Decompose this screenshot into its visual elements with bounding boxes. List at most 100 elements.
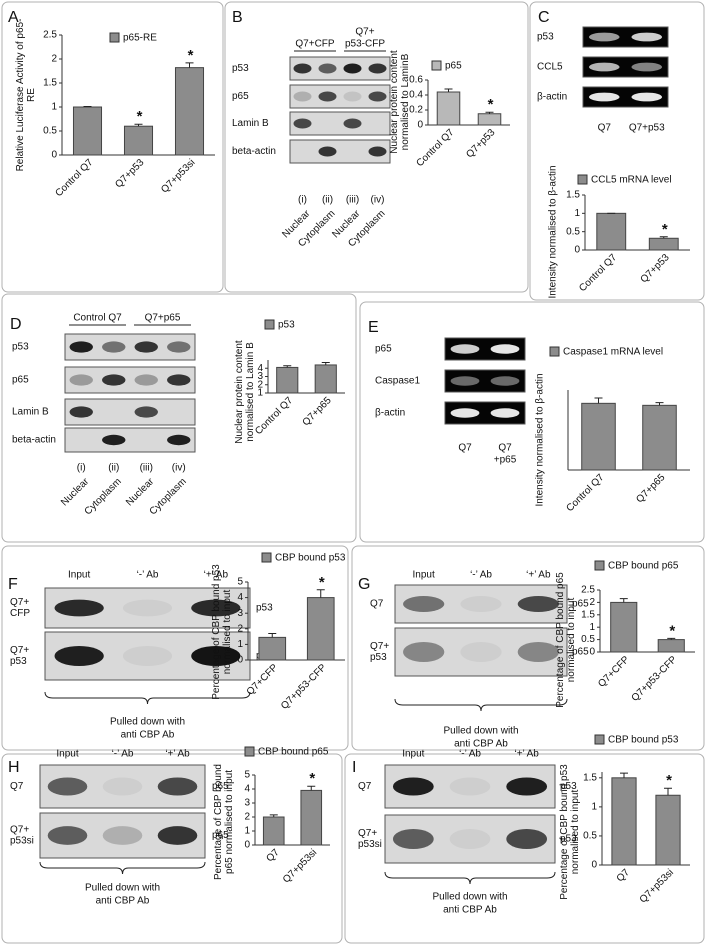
x-tick-label: Q7+CFP [596,654,632,690]
panel-letter: D [10,316,22,333]
panel-frame [224,1,529,293]
y-axis-label: Percentage of CBP bound p65 [555,572,566,708]
column-label: ‘+’ Ab [526,570,551,581]
column-label: Input [68,570,90,581]
row-label: p53 [12,342,29,353]
y-axis-label: Relative Luciferase Activity of p65- [15,19,26,172]
band [54,646,104,666]
band [343,118,362,129]
legend-label: CCL5 mRNA level [591,175,672,186]
band [506,829,548,849]
panel-frame [359,301,705,543]
panel-letter: G [358,576,370,593]
column-label: Input [413,570,435,581]
row-label: beta-actin [12,435,56,446]
panel-letter: B [232,9,243,26]
y-tick-label: 0.5 [43,126,57,137]
column-label: ‘-’ Ab [112,749,134,760]
band [134,374,158,386]
y-tick-label: 0.2 [409,105,423,116]
row-label: Q7+ [10,645,29,656]
y-tick-label: 2 [237,623,243,634]
brace [384,871,556,885]
y-tick-label: 2 [244,812,250,823]
band [450,344,480,354]
error-bar [185,62,194,68]
band [319,119,337,129]
legend-label: CBP bound p53 [275,553,346,564]
row-label: β-actin [537,92,567,103]
row-label: Caspase1 [375,376,420,387]
band [403,596,445,612]
bar [300,789,323,846]
y-tick-label: 1 [237,639,243,650]
bar [72,106,103,156]
blot-strip [289,56,391,81]
x-tick-label: Q7+p53-CFP [630,654,680,704]
band [102,434,126,446]
band [343,63,362,74]
lane-number: (iii) [140,463,153,474]
bar [648,237,679,251]
error-bar [485,111,494,114]
blot-strip [394,627,568,677]
x-tick-label: Q7+p53 [639,252,672,285]
band [368,91,387,102]
bar [258,636,287,661]
error-bar [655,402,664,406]
row-label: Lamin B [232,118,269,129]
x-tick-label: Q7 [265,847,283,865]
blot-strip [582,86,669,108]
y-axis-label: Intensity normalised to β-actin [548,165,559,298]
row-label: p53 [370,652,387,663]
panel-letter: C [538,9,550,26]
legend-label: Caspase1 mRNA level [563,347,663,358]
x-tick-label: Q7+p53-CFP [279,662,329,712]
bar [436,91,461,126]
error-bar [659,236,668,239]
band [403,642,445,662]
row-label: p53 [232,63,249,74]
legend-label: p65 [445,61,462,72]
blot-strip [582,26,669,48]
bar [581,402,616,471]
y-tick-label: 1.5 [43,78,57,89]
legend-label: CBP bound p65 [608,561,679,572]
band [490,408,520,418]
right-label: p65 [212,781,229,792]
band [392,777,434,796]
footer-label: anti CBP Ab [96,896,150,907]
x-tick-label: Q7 [615,867,633,885]
x-tick-label: Control Q7 [565,472,607,514]
legend-swatch [431,60,442,71]
legend-swatch [261,552,272,563]
group-label: Q7+CFP [295,39,335,50]
band [588,62,620,72]
row-label: CCL5 [537,62,563,73]
band [449,829,491,849]
significance: * [319,574,325,591]
column-label: ‘-’ Ab [470,570,492,581]
significance: * [137,108,143,125]
significance: * [188,47,194,64]
y-tick-label: 0 [591,860,597,871]
right-label: p53 [560,834,577,845]
error-bar [667,637,676,640]
band [318,63,337,74]
y-tick-label: 2.5 [43,30,57,41]
band [167,341,191,353]
error-bar [620,772,628,778]
footer-label: Pulled down with [110,717,185,728]
blot-strip [289,139,391,164]
panel-frame [1,1,224,293]
legend-swatch [244,746,255,757]
error-bar [268,632,277,638]
legend-swatch [577,174,588,185]
row-label: p53 [537,32,554,43]
y-tick-label: 0 [589,647,595,658]
y-axis-label: normalised to input [570,790,581,875]
row-label: p53 [10,656,27,667]
legend-swatch [264,319,275,330]
brace [44,691,251,705]
blot-strip [289,111,391,136]
